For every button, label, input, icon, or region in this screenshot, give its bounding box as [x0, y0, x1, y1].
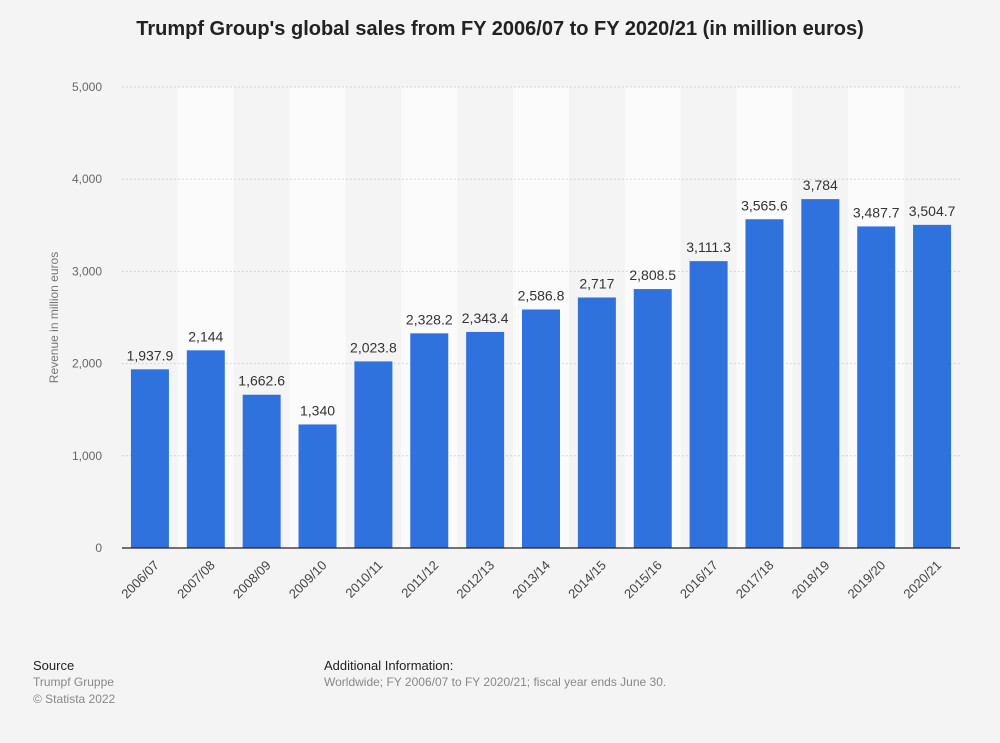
x-tick-label: 2009/10	[286, 558, 330, 602]
additional-info-heading: Additional Information:	[324, 658, 454, 673]
bar-value-label: 1,937.9	[127, 347, 174, 363]
bar-value-label: 2,328.2	[406, 311, 453, 327]
bar-value-label: 1,340	[300, 402, 335, 418]
bar-value-label: 3,111.3	[686, 239, 731, 255]
bar	[913, 224, 952, 549]
chart-title: Trumpf Group's global sales from FY 2006…	[136, 18, 864, 40]
bar	[577, 297, 616, 548]
x-tick-label: 2006/07	[118, 558, 162, 602]
additional-info-block: Additional Information: Worldwide; FY 20…	[324, 657, 666, 691]
bar	[522, 309, 560, 548]
bar	[354, 361, 393, 548]
bar	[801, 199, 840, 548]
source-block: Source Trumpf Gruppe © Statista 2022	[33, 657, 115, 708]
additional-info-text: Worldwide; FY 2006/07 to FY 2020/21; fis…	[324, 675, 667, 689]
y-axis-ticks: 0 1,000 2,000 3,000 4,000 5,000	[72, 80, 102, 555]
bar	[466, 331, 505, 548]
bar-value-label: 3,784	[803, 177, 838, 193]
y-tick-label: 2,000	[72, 357, 102, 371]
bar-value-label: 3,504.7	[909, 203, 956, 219]
x-axis-ticks: 2006/07 2007/08 2008/09 2009/10 2010/11 2011/…	[118, 558, 944, 602]
y-tick-label: 3,000	[72, 264, 102, 278]
y-tick-label: 1,000	[72, 449, 102, 463]
bar	[242, 394, 281, 548]
x-tick-label: 2010/11	[342, 558, 385, 601]
y-tick-label: 4,000	[72, 172, 102, 186]
value-labels: 1,937.9 2,144 1,662.6 1,340 2,023.8 2,328.2 2,…	[127, 177, 956, 418]
y-tick-label: 5,000	[72, 80, 102, 94]
x-tick-label: 2008/09	[230, 558, 274, 602]
x-tick-label: 2013/14	[509, 558, 553, 602]
bar-value-label: 2,586.8	[518, 287, 565, 303]
bar-value-label: 2,343.4	[462, 310, 509, 326]
bars	[130, 199, 952, 549]
x-tick-label: 2007/08	[174, 558, 218, 602]
bar-value-label: 2,717	[579, 275, 614, 291]
y-tick-label: 0	[95, 541, 102, 555]
bar-value-label: 3,487.7	[853, 204, 900, 220]
source-heading: Source	[33, 658, 75, 673]
bar	[857, 226, 896, 548]
x-tick-label: 2020/21	[900, 558, 944, 602]
bar	[186, 350, 225, 548]
x-tick-label: 2015/16	[621, 558, 665, 602]
bar	[298, 424, 337, 548]
bar	[689, 261, 728, 548]
bar-value-label: 2,144	[188, 328, 223, 344]
bar-value-label: 1,662.6	[238, 373, 285, 389]
bar-value-label: 2,023.8	[350, 339, 397, 355]
bar	[745, 219, 784, 548]
x-tick-label: 2011/12	[398, 558, 441, 601]
bar	[410, 333, 449, 548]
source-line: Trumpf Gruppe	[33, 675, 114, 689]
x-tick-label: 2017/18	[733, 558, 777, 602]
y-axis-label: Revenue in million euros	[47, 252, 61, 383]
copyright-line: © Statista 2022	[33, 692, 116, 706]
x-tick-label: 2014/15	[565, 558, 609, 602]
x-tick-label: 2012/13	[453, 558, 497, 602]
x-tick-label: 2018/19	[789, 558, 833, 602]
bar-value-label: 3,565.6	[741, 197, 788, 213]
bar	[130, 369, 169, 548]
x-tick-label: 2016/17	[677, 558, 721, 602]
bar	[633, 289, 672, 548]
bar-value-label: 2,808.5	[629, 267, 676, 283]
x-tick-label: 2019/20	[844, 558, 888, 602]
